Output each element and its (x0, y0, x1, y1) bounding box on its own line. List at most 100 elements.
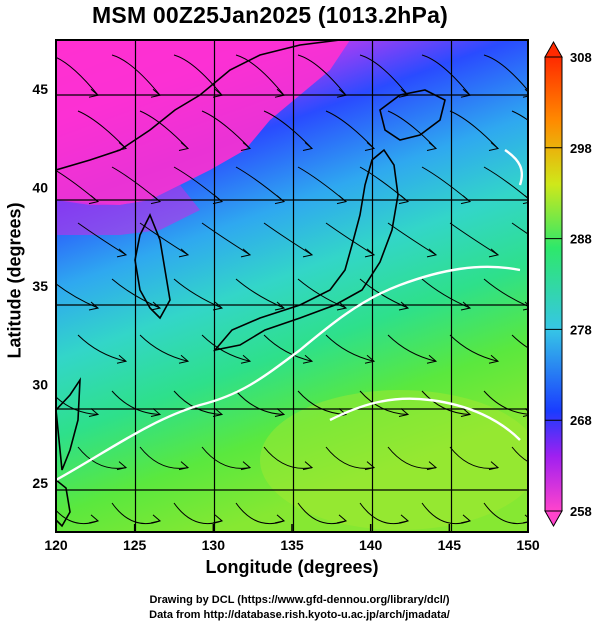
streamline (387, 334, 437, 362)
streamline-arrow (336, 301, 348, 311)
streamline-arrow (150, 195, 162, 205)
streamline (77, 334, 127, 362)
streamline-arrow (240, 248, 252, 258)
streamline-arrow (88, 301, 100, 311)
streamline (263, 446, 313, 469)
streamline-arrow (240, 142, 252, 151)
streamline (359, 390, 409, 415)
streamline-arrow (116, 354, 128, 364)
streamline (325, 334, 375, 362)
streamline (263, 110, 313, 149)
streamline (77, 222, 127, 256)
colorbar-tick-label: 258 (570, 504, 592, 519)
colorbar-top-arrow (544, 40, 563, 58)
colorbar-tick-label: 278 (570, 322, 592, 337)
streamline (139, 110, 189, 149)
streamline (139, 446, 189, 469)
x-tick-label: 150 (516, 537, 540, 553)
streamline (421, 278, 471, 309)
streamline-arrow (302, 354, 314, 364)
streamline (297, 54, 347, 96)
streamline (421, 390, 471, 415)
y-axis-ticks: 25 30 35 40 45 (32, 81, 48, 491)
streamline-arrow (178, 142, 190, 151)
streamline (201, 110, 251, 149)
streamline (201, 222, 251, 256)
streamline (359, 278, 409, 309)
streamline-arrow (212, 301, 224, 311)
streamline-arrow (460, 301, 472, 311)
streamline-arrow (240, 354, 252, 364)
streamline-arrow (302, 461, 314, 471)
streamline (511, 110, 528, 121)
streamline (173, 390, 223, 415)
streamline (56, 396, 99, 415)
streamline (449, 334, 499, 362)
streamline-arrow (398, 88, 410, 98)
streamline-arrow (274, 301, 286, 311)
cold-region (56, 40, 350, 205)
white-contour (56, 149, 524, 482)
streamline (449, 222, 499, 256)
graticule (56, 40, 528, 532)
streamline-arrow (178, 354, 190, 364)
streamline (511, 334, 528, 349)
streamline-arrow (274, 408, 286, 417)
streamline-arrow (398, 514, 410, 524)
streamline (201, 446, 251, 469)
streamline (511, 222, 528, 235)
streamline-arrow (150, 408, 162, 417)
streamline (511, 446, 528, 463)
streamline-arrow (488, 248, 500, 258)
streamline-arrow (426, 142, 438, 151)
streamline (235, 390, 285, 415)
streamline-arrow (426, 248, 438, 258)
streamline-arrow (426, 461, 438, 471)
streamline (139, 334, 189, 362)
y-tick-label: 30 (32, 376, 48, 392)
wind-streamlines (56, 54, 528, 525)
streamline (235, 278, 285, 309)
streamline-arrow (460, 514, 472, 524)
streamline (449, 110, 499, 149)
streamline (325, 110, 375, 149)
streamline (325, 222, 375, 256)
streamline (56, 56, 99, 96)
streamline-arrow (336, 514, 348, 524)
streamline (325, 446, 375, 469)
streamline-arrow (274, 514, 286, 524)
x-tick-label: 120 (44, 537, 68, 553)
streamline (235, 54, 285, 96)
streamline-arrow (178, 461, 190, 471)
credit-drawing: Drawing by DCL (https://www.gfd-dennou.o… (149, 594, 450, 606)
streamline-arrow (212, 514, 224, 524)
streamline (263, 222, 313, 256)
x-axis-ticks: 120 125 130 135 140 145 150 (44, 524, 540, 553)
streamline-arrow (398, 195, 410, 205)
streamline (77, 110, 127, 149)
map-title: MSM 00Z25Jan2025 (1013.2hPa) (92, 2, 448, 28)
streamline-arrow (364, 142, 376, 151)
streamline-arrow (274, 88, 286, 98)
streamline-arrow (88, 195, 100, 205)
y-tick-label: 25 (32, 475, 48, 491)
streamline-arrow (398, 408, 410, 417)
streamline-arrow (336, 88, 348, 98)
streamline-arrow (150, 88, 162, 98)
coastlines (56, 40, 446, 528)
streamline (387, 110, 437, 149)
y-tick-label: 35 (32, 278, 48, 294)
colorbar-bottom-arrow (544, 510, 563, 528)
streamline-arrow (240, 461, 252, 471)
streamline (173, 278, 223, 309)
colorbar-tick-label: 288 (570, 232, 592, 247)
streamline-arrow (488, 354, 500, 364)
x-tick-label: 135 (280, 537, 304, 553)
streamline (421, 54, 471, 96)
streamline-arrow (336, 195, 348, 205)
streamline (387, 446, 437, 469)
streamline (297, 278, 347, 309)
streamline-arrow (364, 461, 376, 471)
streamline (139, 222, 189, 256)
streamline (111, 278, 161, 309)
